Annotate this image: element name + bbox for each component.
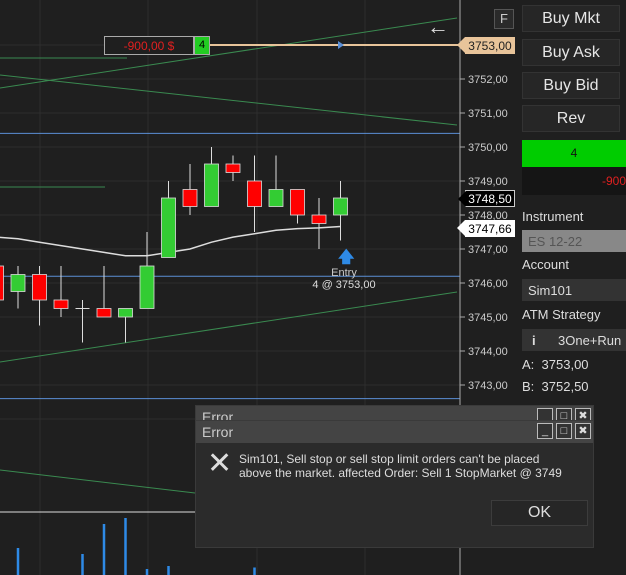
price-tick-label: 3743,00 [468,380,508,392]
candle-body [161,197,176,258]
buy-bid-button[interactable]: Buy Bid [522,72,620,99]
candle-body [182,189,198,207]
entry-detail: 4 @ 3753,00 [312,279,376,291]
pnl-box[interactable]: -900,00 $ [104,36,194,55]
f-button[interactable]: F [494,9,514,29]
info-icon[interactable]: i [532,332,536,348]
dialog-title: Error [202,424,234,440]
error-dialog: Error _ □ ✖ ✕ Sim101, Sell stop or sell st… [195,420,594,548]
price-tick-label: 3748,00 [468,210,508,222]
trend-line [0,17,458,89]
candle-body [118,308,133,318]
price-tick-label: 3744,00 [468,346,508,358]
position-price-tag: 3753,00 [457,37,515,54]
ok-button[interactable]: OK [491,500,588,526]
trend-line [0,291,458,363]
candle-body [268,189,284,207]
price-tick-label: 3752,00 [468,74,508,86]
ma-price-tag: 3747,66 [457,220,515,237]
price-tick-label: 3749,00 [468,176,508,188]
buy-market-button[interactable]: Buy Mkt [522,5,620,32]
candle-body [0,265,4,301]
price-chart[interactable]: 3752,003751,003750,003749,003748,003747,… [0,0,518,575]
position-quantity: 4 [522,140,626,167]
candle-body [225,163,241,173]
account-select[interactable]: Sim101 [522,279,626,301]
atm-strategy-select[interactable]: i 3One+Run [522,329,626,351]
ask-price: A: 3753,00 [522,357,589,372]
reverse-button[interactable]: Rev [522,105,620,132]
trend-line [0,469,196,494]
atm-strategy-label: ATM Strategy [522,307,601,322]
instrument-label: Instrument [522,209,584,224]
price-tick-label: 3745,00 [468,312,508,324]
trend-line [0,74,458,126]
candle-body [53,299,69,309]
candle-body [333,197,348,216]
error-message: Sim101, Sell stop or sell stop limit ord… [239,452,562,480]
price-tick-label: 3746,00 [468,278,508,290]
price-tick-label: 3751,00 [468,108,508,120]
buy-ask-button[interactable]: Buy Ask [522,39,620,66]
price-tick-label: 3750,00 [468,142,508,154]
candle-body [32,274,47,301]
candle-body [311,214,327,224]
back-arrow-icon[interactable]: ← [427,14,449,39]
bid-price: B: 3752,50 [522,379,589,394]
order-marker-icon [338,41,344,49]
error-x-icon: ✕ [207,447,233,480]
candle-body [247,180,262,207]
candle-body [290,189,305,216]
position-pnl: -900 [522,167,626,195]
candle-body [10,274,26,292]
maximize-icon[interactable]: □ [556,423,572,439]
minimize-icon[interactable]: _ [537,423,553,439]
candle-body [204,163,219,207]
last-price-tag: 3748,50 [458,190,515,207]
instrument-input[interactable]: ES 12-22 [522,230,626,252]
account-label: Account [522,257,569,272]
position-qty-box[interactable]: 4 [194,36,210,55]
candle-body [139,265,155,309]
entry-label: Entry [331,267,357,279]
close-icon[interactable]: ✖ [575,423,591,439]
atm-strategy-value: 3One+Run [558,332,622,348]
price-tick-label: 3747,00 [468,244,508,256]
entry-arrow-icon: 🡅 [338,249,355,266]
candle-body [96,308,112,318]
